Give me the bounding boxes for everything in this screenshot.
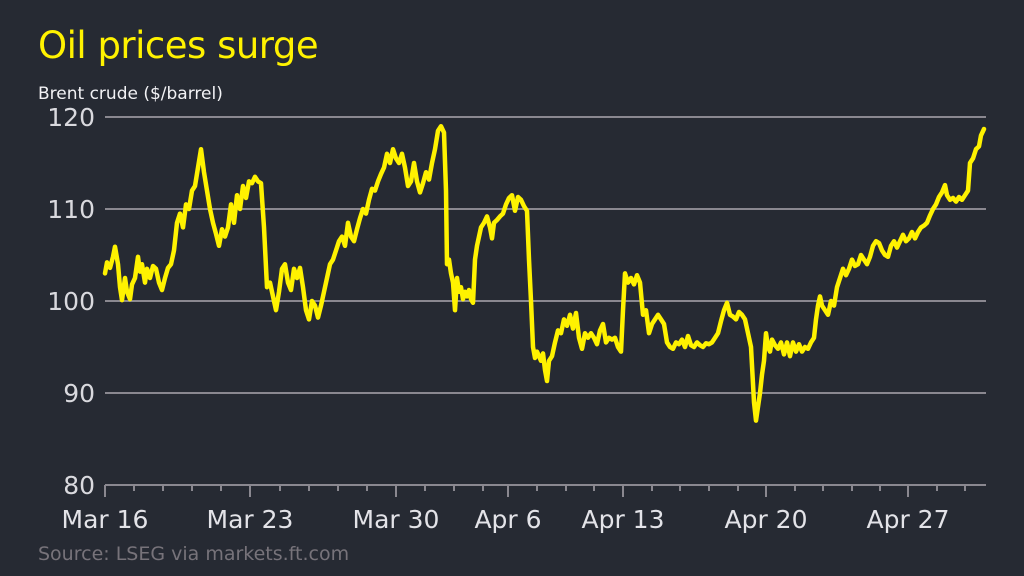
y-tick-label: 120 <box>47 103 95 132</box>
x-tick-label: Apr 6 <box>474 505 541 534</box>
y-tick-label: 100 <box>47 287 95 316</box>
x-tick-label: Mar 30 <box>353 505 440 534</box>
source-note: Source: LSEG via markets.ft.com <box>38 543 350 565</box>
chart-subtitle: Brent crude ($/barrel) <box>38 84 223 104</box>
x-tick-label: Apr 13 <box>581 505 664 534</box>
gridlines <box>105 116 986 394</box>
chart-title: Oil prices surge <box>38 24 319 67</box>
y-axis: 80 90 100 110 120 <box>47 103 95 500</box>
y-tick-label: 110 <box>47 195 95 224</box>
brent-crude-line <box>102 123 987 423</box>
x-axis: Mar 16 Mar 23 Mar 30 Apr 6 Apr 13 Apr 20 Apr 2… <box>62 484 986 534</box>
x-tick-label: Apr 27 <box>866 505 949 534</box>
y-tick-label: 80 <box>63 471 95 500</box>
x-tick-label: Apr 20 <box>724 505 807 534</box>
x-tick-label: Mar 23 <box>207 505 294 534</box>
y-tick-label: 90 <box>63 379 95 408</box>
x-tick-label: Mar 16 <box>62 505 149 534</box>
